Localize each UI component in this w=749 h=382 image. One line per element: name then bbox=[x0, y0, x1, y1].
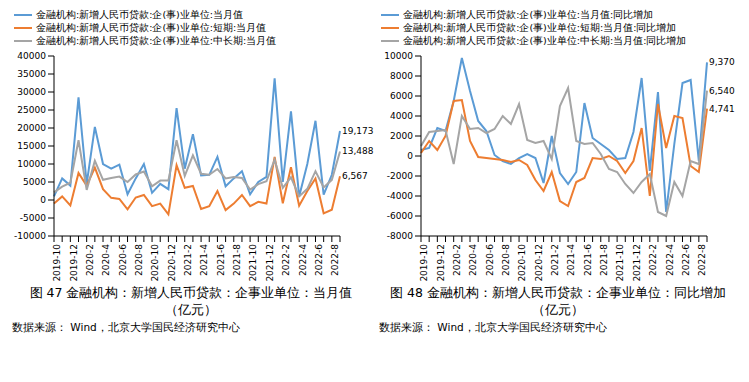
svg-text:6,540: 6,540 bbox=[709, 86, 735, 96]
svg-text:2000: 2000 bbox=[390, 131, 413, 141]
html-text:图 48 金融机构：新增人民币贷款：企事业单位：同比增加（亿: 图 48 金融机构：新增人民币贷款：企事业单位：同比增加（亿元） bbox=[390, 285, 726, 317]
svg-text:4,741: 4,741 bbox=[709, 104, 735, 114]
svg-text:2020-2: 2020-2 bbox=[452, 244, 462, 276]
svg-text:5000: 5000 bbox=[23, 177, 46, 187]
svg-text:10000: 10000 bbox=[384, 51, 413, 61]
svg-text:2020-8: 2020-8 bbox=[501, 244, 511, 276]
svg-text:0: 0 bbox=[407, 151, 413, 161]
svg-text:2019-12: 2019-12 bbox=[69, 244, 79, 282]
html-text:金融机构:新增人民币贷款:企(事)业单位:中长期:当月值: 金融机构:新增人民币贷款:企(事)业单位:中长期:当月值 bbox=[36, 35, 277, 46]
html-text:数据来源： Wind，北京大学国民经济研究中心: 数据来源： Wind，北京大学国民经济研究中心 bbox=[12, 321, 240, 333]
svg-text:2020-12: 2020-12 bbox=[167, 244, 177, 282]
svg-text:2020-8: 2020-8 bbox=[134, 244, 144, 276]
svg-text:2022-2: 2022-2 bbox=[648, 244, 658, 276]
svg-text:2022-4: 2022-4 bbox=[665, 244, 675, 276]
html-text:金融机构:新增人民币贷款:企(事)业单位:当月值:同比增加: 金融机构:新增人民币贷款:企(事)业单位:当月值:同比增加 bbox=[403, 9, 654, 20]
html-text:金融机构:新增人民币贷款:企(事)业单位:短期:当月值:同比: 金融机构:新增人民币贷款:企(事)业单位:短期:当月值:同比增加 bbox=[403, 22, 677, 33]
svg-text:9,370: 9,370 bbox=[709, 57, 735, 67]
html-text:金融机构:新增人民币贷款:企(事)业单位:中长期:当月值:同: 金融机构:新增人民币贷款:企(事)业单位:中长期:当月值:同比增加 bbox=[403, 35, 687, 46]
svg-text:30000: 30000 bbox=[17, 87, 46, 97]
svg-text:2022-8: 2022-8 bbox=[330, 244, 340, 276]
svg-text:2021-6: 2021-6 bbox=[583, 244, 593, 276]
svg-text:-10000: -10000 bbox=[14, 231, 46, 241]
svg-text:2021-6: 2021-6 bbox=[216, 244, 226, 276]
svg-text:19,173: 19,173 bbox=[342, 126, 374, 136]
svg-text:4000: 4000 bbox=[390, 111, 413, 121]
svg-text:20000: 20000 bbox=[17, 123, 46, 133]
svg-text:2020-4: 2020-4 bbox=[101, 244, 111, 276]
svg-text:2022-2: 2022-2 bbox=[281, 244, 291, 276]
svg-text:2020-4: 2020-4 bbox=[468, 244, 478, 276]
svg-text:2021-4: 2021-4 bbox=[566, 244, 576, 276]
svg-text:-6000: -6000 bbox=[387, 211, 413, 221]
svg-text:13,488: 13,488 bbox=[342, 146, 374, 156]
svg-text:25000: 25000 bbox=[17, 105, 46, 115]
svg-text:2020-2: 2020-2 bbox=[85, 244, 95, 276]
svg-text:40000: 40000 bbox=[17, 51, 46, 61]
html-text:金融机构:新增人民币贷款:企(事)业单位:当月值: 金融机构:新增人民币贷款:企(事)业单位:当月值 bbox=[36, 9, 243, 20]
svg-text:2020-10: 2020-10 bbox=[150, 244, 160, 282]
svg-text:2019-10: 2019-10 bbox=[52, 244, 62, 282]
svg-text:2020-12: 2020-12 bbox=[534, 244, 544, 282]
svg-text:-4000: -4000 bbox=[387, 191, 413, 201]
svg-text:2019-10: 2019-10 bbox=[419, 244, 429, 282]
svg-text:-5000: -5000 bbox=[20, 213, 46, 223]
svg-text:2021-12: 2021-12 bbox=[265, 244, 275, 282]
svg-text:2021-8: 2021-8 bbox=[599, 244, 609, 276]
svg-text:8000: 8000 bbox=[390, 71, 413, 81]
svg-text:2021-2: 2021-2 bbox=[550, 244, 560, 276]
svg-text:2020-10: 2020-10 bbox=[517, 244, 527, 282]
svg-text:10000: 10000 bbox=[17, 159, 46, 169]
html-text:图 47 金融机构：新增人民币贷款：企事业单位：当月值（亿元: 图 47 金融机构：新增人民币贷款：企事业单位：当月值（亿元） bbox=[29, 285, 353, 317]
svg-text:0: 0 bbox=[40, 195, 46, 205]
svg-text:-2000: -2000 bbox=[387, 171, 413, 181]
svg-text:6000: 6000 bbox=[390, 91, 413, 101]
svg-text:6,567: 6,567 bbox=[342, 171, 368, 181]
svg-text:2021-4: 2021-4 bbox=[199, 244, 209, 276]
svg-text:2022-8: 2022-8 bbox=[697, 244, 707, 276]
svg-text:2019-12: 2019-12 bbox=[436, 244, 446, 282]
svg-text:2022-6: 2022-6 bbox=[681, 244, 691, 276]
html-text:数据来源： Wind，北京大学国民经济研究中心: 数据来源： Wind，北京大学国民经济研究中心 bbox=[379, 321, 607, 333]
svg-text:2021-8: 2021-8 bbox=[232, 244, 242, 276]
svg-text:2021-10: 2021-10 bbox=[616, 244, 626, 282]
svg-text:2022-4: 2022-4 bbox=[298, 244, 308, 276]
svg-text:2022-6: 2022-6 bbox=[314, 244, 324, 276]
svg-text:-8000: -8000 bbox=[387, 231, 413, 241]
html-text:金融机构:新增人民币贷款:企(事)业单位:短期:当月值: 金融机构:新增人民币贷款:企(事)业单位:短期:当月值 bbox=[36, 22, 267, 33]
svg-text:35000: 35000 bbox=[17, 69, 46, 79]
svg-text:2021-12: 2021-12 bbox=[632, 244, 642, 282]
svg-text:15000: 15000 bbox=[17, 141, 46, 151]
svg-text:2020-6: 2020-6 bbox=[485, 244, 495, 276]
svg-text:2020-6: 2020-6 bbox=[118, 244, 128, 276]
svg-text:2021-2: 2021-2 bbox=[183, 244, 193, 276]
svg-text:2021-10: 2021-10 bbox=[249, 244, 259, 282]
